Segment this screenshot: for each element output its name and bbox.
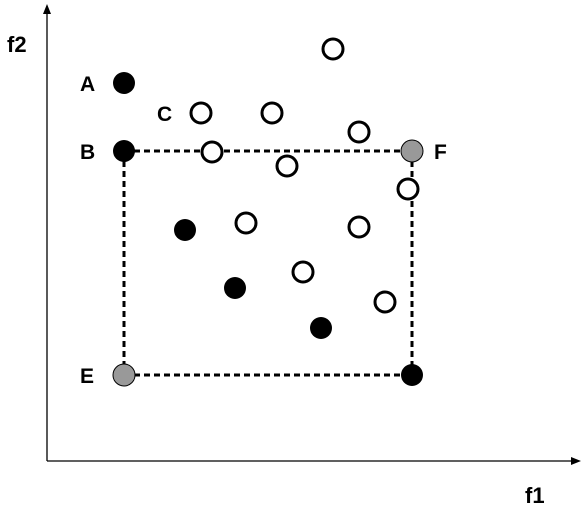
hollow-point xyxy=(200,140,224,164)
dashed-bounding-box xyxy=(122,149,414,377)
point-label-f: F xyxy=(434,141,447,164)
hollow-point xyxy=(396,177,420,201)
hollow-point xyxy=(347,215,371,239)
point-label-b: B xyxy=(80,141,95,164)
gray-points xyxy=(112,139,424,387)
y-axis-arrowhead xyxy=(43,4,51,14)
filled-point-b xyxy=(113,140,135,162)
hollow-point xyxy=(373,290,397,314)
hollow-points xyxy=(189,37,420,314)
filled-point xyxy=(174,219,196,241)
x-axis-arrowhead xyxy=(571,457,581,465)
gray-point-e xyxy=(112,363,136,387)
hollow-point xyxy=(260,101,284,125)
hollow-point-c xyxy=(189,101,213,125)
point-label-a: A xyxy=(80,73,95,96)
filled-points xyxy=(113,72,423,386)
x-axis-label: f1 xyxy=(525,483,545,508)
hollow-point xyxy=(321,37,345,61)
filled-point-a xyxy=(113,72,135,94)
filled-point xyxy=(401,364,423,386)
hollow-point xyxy=(291,260,315,284)
hollow-point xyxy=(347,120,371,144)
point-label-c: C xyxy=(157,103,172,126)
hollow-point xyxy=(234,211,258,235)
point-label-e: E xyxy=(80,365,94,388)
filled-point xyxy=(310,317,332,339)
gray-point-f xyxy=(400,139,424,163)
filled-point xyxy=(224,277,246,299)
hollow-point xyxy=(275,154,299,178)
y-axis-label: f2 xyxy=(7,32,27,57)
